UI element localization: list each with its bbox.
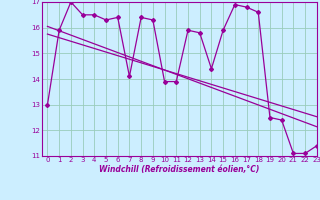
X-axis label: Windchill (Refroidissement éolien,°C): Windchill (Refroidissement éolien,°C)	[99, 165, 260, 174]
